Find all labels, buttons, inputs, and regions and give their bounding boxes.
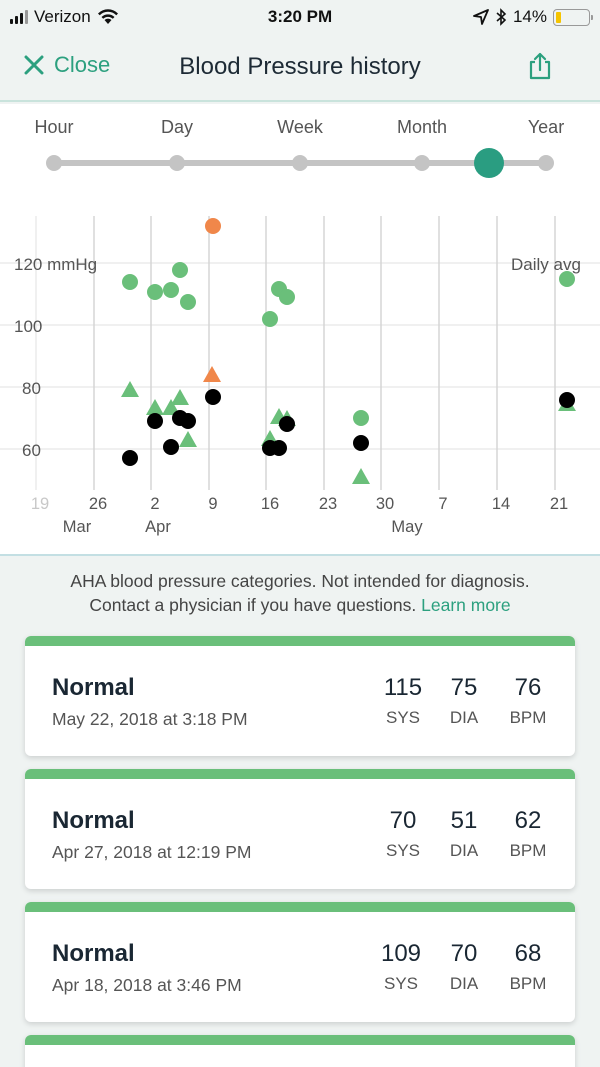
svg-text:30: 30 [376,495,394,513]
metric-bpm: 68 BPM [509,940,547,993]
nav-bar: Close Blood Pressure history [0,34,600,102]
svg-text:60: 60 [22,441,41,460]
battery-percent: 14% [512,7,547,26]
reading-date: May 22, 2018 at 3:18 PM [52,709,248,729]
reading-category: Normal [52,807,135,834]
category-color-bar [25,902,575,912]
metric-dia: 70 DIA [449,940,479,993]
range-slider-thumb[interactable] [474,148,504,178]
wifi-icon [97,9,118,24]
svg-text:100: 100 [14,317,42,336]
category-color-bar [25,1035,575,1045]
battery-icon [553,8,593,26]
y-label-120: 120 mmHg [14,255,97,274]
reading-category: Normal [52,940,135,967]
range-option-year[interactable]: Year [527,117,565,137]
elevated-systolic-point [205,218,221,234]
chart-vgrid [35,216,556,490]
svg-text:26: 26 [89,495,107,513]
metric-bpm: 76 BPM [509,674,547,727]
svg-text:Apr: Apr [145,518,171,536]
metric-sys: 70 SYS [385,807,421,860]
reading-date: Apr 27, 2018 at 12:19 PM [52,842,252,862]
svg-text:7: 7 [438,495,447,513]
x-axis-labels: 19 26 2 9 16 23 30 7 14 21 Mar Apr May [31,495,568,536]
disclaimer: AHA blood pressure categories. Not inten… [0,569,600,617]
category-color-bar [25,769,575,779]
metric-dia: 75 DIA [449,674,479,727]
disclaimer-line-1: AHA blood pressure categories. Not inten… [70,571,530,591]
svg-text:9: 9 [208,495,217,513]
range-option-week[interactable]: Week [277,117,323,137]
learn-more-link[interactable]: Learn more [421,595,511,615]
y-axis-labels: 120 mmHg 100 80 60 Daily avg [14,255,581,460]
disclaimer-line-2: Contact a physician if you have question… [89,595,417,615]
daily-avg-label: Daily avg [511,255,581,274]
chart-panel: Hour Day Week Month Year [0,104,600,556]
svg-text:14: 14 [492,495,510,513]
pulse-series [122,389,575,466]
metric-bpm: 62 BPM [509,807,547,860]
carrier-name: Verizon [34,7,91,26]
reading-card[interactable]: Normal Apr 18, 2018 at 3:46 PM 109 SYS 70… [25,902,575,1022]
reading-card-partial[interactable] [25,1035,575,1067]
range-option-month[interactable]: Month [396,117,448,137]
signal-icon [10,10,28,24]
category-color-bar [25,636,575,646]
svg-text:19: 19 [31,495,49,513]
bluetooth-icon [496,8,507,26]
systolic-series [122,218,575,426]
svg-text:16: 16 [261,495,279,513]
svg-text:May: May [391,518,423,536]
svg-text:23: 23 [319,495,337,513]
chart-hgrid [0,262,600,450]
close-button[interactable]: Close [24,52,110,78]
bp-chart: 120 mmHg 100 80 60 Daily avg 19 26 2 9 1… [0,148,600,536]
elevated-diastolic-point [203,366,221,382]
metric-dia: 51 DIA [449,807,479,860]
metric-sys: 115 SYS [383,674,423,727]
page-title: Blood Pressure history [179,53,421,80]
range-option-hour[interactable]: Hour [34,117,74,137]
svg-text:80: 80 [22,379,41,398]
reading-date: Apr 18, 2018 at 3:46 PM [52,975,242,995]
close-label: Close [54,52,111,77]
metric-sys: 109 SYS [380,940,422,993]
svg-text:21: 21 [550,495,568,513]
status-bar: Verizon 3:20 PM 14% [0,0,600,34]
location-icon [473,9,489,25]
svg-text:2: 2 [150,495,159,513]
reading-card[interactable]: Normal Apr 27, 2018 at 12:19 PM 70 SYS 51… [25,769,575,889]
range-slider[interactable] [46,148,554,178]
share-button[interactable] [527,51,553,86]
svg-text:Mar: Mar [63,518,92,536]
share-icon [529,52,551,80]
reading-category: Normal [52,674,135,701]
range-option-day[interactable]: Day [160,117,194,137]
close-icon [24,55,44,75]
reading-card[interactable]: Normal May 22, 2018 at 3:18 PM 115 SYS 75… [25,636,575,756]
